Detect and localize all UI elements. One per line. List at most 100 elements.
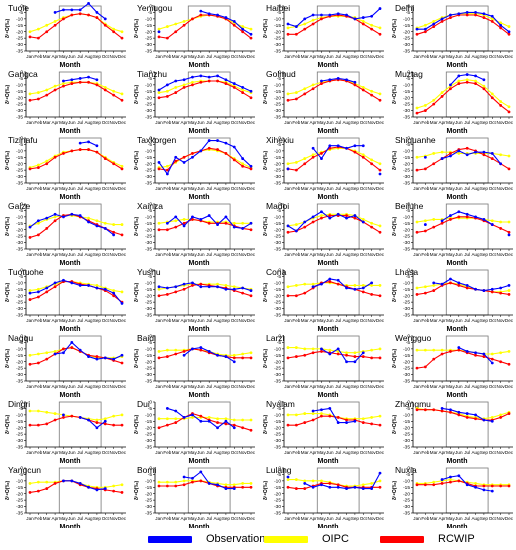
x-tick-label: Aug bbox=[213, 120, 222, 125]
x-tick-label: Dec bbox=[505, 120, 514, 125]
x-tick-label: Jan bbox=[413, 384, 421, 389]
point-rcwip bbox=[440, 352, 444, 356]
x-tick-label: Nov bbox=[239, 120, 248, 125]
point-observations bbox=[336, 278, 340, 282]
point-observations bbox=[294, 25, 298, 28]
point-rcwip bbox=[353, 216, 357, 220]
x-tick-label: Oct bbox=[102, 54, 110, 59]
x-tick-label: Jun bbox=[326, 516, 334, 521]
point-rcwip bbox=[207, 146, 211, 150]
point-rcwip bbox=[286, 294, 290, 298]
y-tick-label: -10 bbox=[274, 346, 281, 352]
point-observations bbox=[232, 145, 236, 149]
point-observations bbox=[165, 83, 169, 87]
point-observations bbox=[103, 17, 107, 21]
y-tick-label: 0 bbox=[20, 268, 23, 274]
y-tick-label: -35 bbox=[145, 445, 152, 451]
y-tick-label: -15 bbox=[16, 287, 23, 293]
point-observations bbox=[95, 144, 99, 148]
point-rcwip bbox=[465, 80, 469, 84]
point-rcwip bbox=[165, 168, 169, 172]
highlight-box bbox=[445, 137, 489, 184]
x-tick-label: Oct bbox=[231, 516, 239, 521]
x-tick-label: Nov bbox=[497, 516, 506, 521]
series-line-rcwip bbox=[287, 146, 381, 171]
x-tick-label: Feb bbox=[163, 516, 171, 521]
point-oipc bbox=[165, 480, 169, 484]
x-tick-label: Dec bbox=[376, 450, 385, 455]
station-title: Dingri bbox=[8, 399, 30, 409]
station-title: Golmud bbox=[266, 69, 296, 79]
point-oipc bbox=[157, 221, 161, 225]
station-title: Tuotuohe bbox=[8, 267, 44, 277]
point-oipc bbox=[232, 483, 236, 487]
point-observations bbox=[378, 172, 382, 176]
point-rcwip bbox=[482, 16, 486, 19]
x-axis-label: Month bbox=[60, 62, 81, 69]
x-tick-label: Jul bbox=[464, 54, 470, 59]
point-observations bbox=[103, 287, 107, 291]
y-tick-label: 0 bbox=[407, 268, 410, 274]
point-rcwip bbox=[499, 26, 503, 30]
y-tick-label: -20 bbox=[403, 95, 410, 101]
x-tick-label: Nov bbox=[368, 516, 377, 521]
point-rcwip bbox=[191, 284, 194, 287]
station-title: Nuxia bbox=[395, 465, 417, 475]
y-tick-label: -20 bbox=[145, 161, 152, 167]
point-rcwip bbox=[286, 32, 290, 36]
y-tick-label: -30 bbox=[403, 372, 410, 378]
point-oipc bbox=[53, 412, 57, 415]
x-tick-label: Apr bbox=[181, 120, 189, 125]
point-observations bbox=[320, 79, 323, 83]
point-oipc bbox=[232, 418, 236, 422]
x-axis-label: Month bbox=[189, 326, 210, 333]
y-tick-label: -25 bbox=[403, 234, 410, 240]
x-tick-label: Jan bbox=[413, 54, 421, 59]
x-tick-label: Sep bbox=[222, 516, 231, 521]
y-tick-label: -15 bbox=[145, 221, 152, 227]
y-tick-label: -25 bbox=[145, 498, 152, 504]
point-observations bbox=[78, 416, 82, 419]
point-observations bbox=[328, 407, 332, 410]
point-rcwip bbox=[378, 485, 382, 489]
point-rcwip bbox=[70, 13, 74, 17]
x-tick-label: Feb bbox=[34, 384, 42, 389]
y-tick-label: -15 bbox=[274, 353, 281, 359]
x-tick-label: Aug bbox=[342, 252, 351, 257]
point-observations bbox=[249, 289, 253, 292]
point-observations bbox=[482, 488, 486, 492]
point-observations bbox=[78, 348, 82, 352]
x-axis-label: Month bbox=[447, 194, 468, 201]
y-tick-label: -10 bbox=[16, 16, 23, 22]
series-line-rcwip bbox=[287, 79, 381, 101]
point-observations bbox=[499, 162, 503, 166]
point-observations bbox=[224, 141, 228, 145]
point-observations bbox=[70, 78, 74, 82]
x-axis-label: Month bbox=[318, 194, 339, 201]
y-tick-label: 0 bbox=[20, 334, 23, 340]
y-axis-label: δ¹⁸O(‰) bbox=[134, 481, 140, 501]
series-line-oipc bbox=[417, 349, 510, 355]
point-observations bbox=[457, 281, 461, 285]
x-tick-label: Apr bbox=[310, 318, 318, 323]
y-tick-label: -35 bbox=[145, 313, 152, 319]
point-observations bbox=[62, 215, 65, 219]
series-line-rcwip bbox=[416, 282, 510, 295]
y-tick-label: -30 bbox=[16, 306, 23, 312]
point-rcwip bbox=[28, 167, 32, 171]
point-observations bbox=[336, 212, 340, 216]
y-tick-label: 0 bbox=[278, 334, 281, 340]
point-observations bbox=[449, 277, 452, 281]
legend: Observations OIPC RCWIP bbox=[0, 528, 516, 550]
y-tick-label: 0 bbox=[407, 4, 410, 10]
point-observations bbox=[249, 89, 253, 93]
point-observations bbox=[45, 216, 49, 220]
x-tick-label: Mar bbox=[301, 186, 309, 191]
x-tick-label: Mar bbox=[172, 450, 180, 455]
x-tick-label: Jul bbox=[335, 54, 341, 59]
point-observations bbox=[216, 223, 219, 226]
point-oipc bbox=[303, 157, 307, 160]
